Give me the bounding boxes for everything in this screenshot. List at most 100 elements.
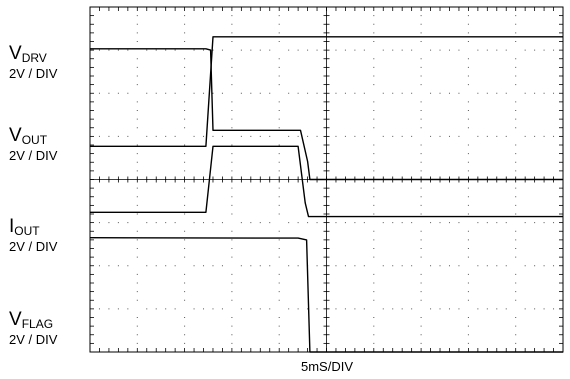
grid-dot bbox=[175, 265, 176, 266]
grid-dot bbox=[468, 58, 469, 59]
grid-dot bbox=[449, 222, 450, 223]
grid-dot bbox=[241, 93, 242, 94]
grid-dot bbox=[534, 136, 535, 137]
x-axis-label: 5mS/DIV bbox=[0, 359, 570, 374]
grid-dot bbox=[231, 317, 232, 318]
grid-dot bbox=[231, 231, 232, 232]
grid-dot bbox=[184, 153, 185, 154]
grid-dot bbox=[354, 93, 355, 94]
grid-dot bbox=[373, 257, 374, 258]
grid-dot bbox=[468, 127, 469, 128]
grid-dot bbox=[354, 308, 355, 309]
grid-dot bbox=[421, 145, 422, 146]
grid-dot bbox=[373, 239, 374, 240]
grid-dot bbox=[231, 67, 232, 68]
grid-dot bbox=[373, 317, 374, 318]
grid-dot bbox=[279, 170, 280, 171]
grid-dot bbox=[279, 300, 280, 301]
grid-dot bbox=[137, 257, 138, 258]
grid-dot bbox=[165, 265, 166, 266]
grid-dot bbox=[421, 248, 422, 249]
grid-dot bbox=[118, 265, 119, 266]
grid-dot bbox=[279, 257, 280, 258]
grid-dot bbox=[515, 239, 516, 240]
grid-dot bbox=[506, 222, 507, 223]
grid-dot bbox=[231, 239, 232, 240]
grid-dot bbox=[298, 308, 299, 309]
grid-dot bbox=[364, 93, 365, 94]
grid-dot bbox=[430, 50, 431, 51]
grid-dot bbox=[288, 93, 289, 94]
grid-dot bbox=[269, 308, 270, 309]
grid-dot bbox=[515, 231, 516, 232]
grid-dot bbox=[345, 136, 346, 137]
grid-dot bbox=[477, 265, 478, 266]
grid-dot bbox=[515, 41, 516, 42]
grid-dot bbox=[279, 67, 280, 68]
grid-dot bbox=[458, 308, 459, 309]
grid-dot bbox=[99, 93, 100, 94]
grid-dot bbox=[184, 205, 185, 206]
grid-dot bbox=[477, 222, 478, 223]
grid-dot bbox=[250, 136, 251, 137]
grid-dot bbox=[279, 317, 280, 318]
grid-dot bbox=[515, 248, 516, 249]
grid-dot bbox=[279, 119, 280, 120]
grid-dot bbox=[212, 308, 213, 309]
grid-dot bbox=[525, 93, 526, 94]
grid-dot bbox=[288, 136, 289, 137]
grid-dot bbox=[449, 50, 450, 51]
grid-dot bbox=[279, 274, 280, 275]
grid-dot bbox=[137, 127, 138, 128]
grid-dot bbox=[231, 145, 232, 146]
grid-dot bbox=[421, 84, 422, 85]
grid-dot bbox=[146, 136, 147, 137]
grid-dot bbox=[468, 101, 469, 102]
grid-dot bbox=[279, 153, 280, 154]
grid-dot bbox=[156, 222, 157, 223]
grid-dot bbox=[241, 265, 242, 266]
grid-dot bbox=[231, 84, 232, 85]
grid-dot bbox=[421, 214, 422, 215]
grid-dot bbox=[231, 300, 232, 301]
grid-dot bbox=[279, 110, 280, 111]
grid-dot bbox=[373, 188, 374, 189]
grid-dot bbox=[250, 308, 251, 309]
grid-dot bbox=[137, 67, 138, 68]
grid-dot bbox=[468, 162, 469, 163]
grid-dot bbox=[373, 248, 374, 249]
grid-dot bbox=[496, 308, 497, 309]
grid-dot bbox=[137, 343, 138, 344]
grid-dot bbox=[175, 308, 176, 309]
grid-dot bbox=[250, 222, 251, 223]
grid-dot bbox=[468, 274, 469, 275]
grid-dot bbox=[515, 32, 516, 33]
grid-dot bbox=[421, 58, 422, 59]
grid-dot bbox=[137, 170, 138, 171]
grid-dot bbox=[317, 50, 318, 51]
grid-dot bbox=[260, 50, 261, 51]
grid-dot bbox=[203, 50, 204, 51]
grid-dot bbox=[544, 222, 545, 223]
grid-dot bbox=[421, 170, 422, 171]
grid-dot bbox=[241, 136, 242, 137]
grid-dot bbox=[146, 93, 147, 94]
grid-dot bbox=[468, 170, 469, 171]
grid-dot bbox=[231, 110, 232, 111]
grid-dot bbox=[212, 136, 213, 137]
grid-dot bbox=[118, 222, 119, 223]
grid-dot bbox=[515, 153, 516, 154]
grid-dot bbox=[421, 231, 422, 232]
grid-dot bbox=[525, 136, 526, 137]
grid-dot bbox=[383, 93, 384, 94]
grid-dot bbox=[421, 32, 422, 33]
grid-dot bbox=[373, 153, 374, 154]
grid-dot bbox=[137, 214, 138, 215]
grid-dot bbox=[184, 110, 185, 111]
grid-dot bbox=[212, 93, 213, 94]
grid-dot bbox=[184, 67, 185, 68]
grid-dot bbox=[373, 214, 374, 215]
grid-dot bbox=[421, 239, 422, 240]
grid-dot bbox=[184, 76, 185, 77]
grid-dot bbox=[231, 326, 232, 327]
